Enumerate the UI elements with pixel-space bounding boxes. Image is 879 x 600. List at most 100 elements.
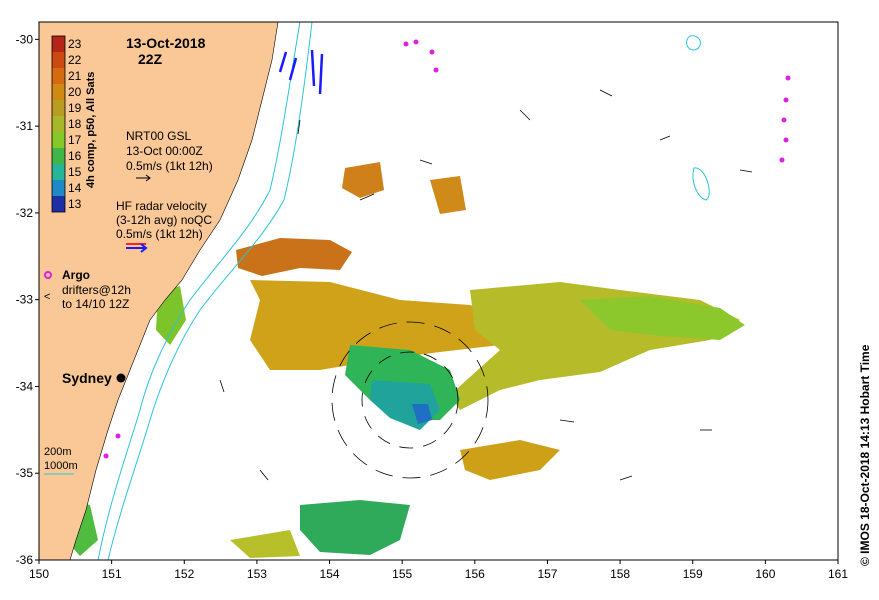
isobath-e-loop: [692, 167, 710, 201]
drifter-point: [413, 39, 419, 45]
colorbar-tick-label: 18: [68, 117, 82, 131]
sst-patch-mid-yellow: [250, 280, 520, 370]
argo-legend-marker: [44, 271, 52, 279]
colorbar-swatch: [52, 148, 65, 164]
land-australia: [38, 21, 279, 561]
drifter-point: [783, 137, 789, 143]
isobath-200m: [97, 21, 301, 561]
current-arrow-6: [739, 169, 753, 173]
colorbar: 23 22 21 20 19 18 17 16 15 14 13: [51, 35, 82, 213]
x-tick-label: 153: [247, 567, 267, 581]
credit-text: © IMOS 18-Oct-2018 14:13 Hobart Time: [858, 344, 872, 566]
hf-scale-arrow-blue: [126, 243, 148, 253]
colorbar-tick-label: 22: [68, 53, 82, 67]
drifter-point: [785, 75, 791, 81]
sst-patch-southeast: [460, 440, 560, 480]
plot-frame: [38, 21, 839, 561]
colorbar-tick-label: 19: [68, 101, 82, 115]
current-arrow-11: [219, 379, 225, 393]
hf-arrow-4: [318, 53, 324, 95]
drifter-point: [429, 49, 435, 55]
x-tick-label: 152: [174, 567, 194, 581]
hf-legend-line1: HF radar velocity: [116, 199, 207, 213]
current-arrow-12: [297, 119, 301, 135]
y-tick-label: -30: [16, 32, 34, 46]
x-tick-label: 159: [683, 567, 703, 581]
bathy-legend-1000m: 1000m: [44, 460, 78, 472]
x-tick-label: 161: [828, 567, 848, 581]
x-tick-label: 157: [537, 567, 557, 581]
sst-patch-mid-orange: [236, 238, 352, 276]
argo-legend-label: Argo: [62, 268, 90, 282]
colorbar-swatch: [52, 52, 65, 68]
drifter-point: [403, 41, 409, 47]
drifter-point: [781, 117, 787, 123]
drifter-point: [433, 67, 439, 73]
gsl-legend-line1: NRT00 GSL: [126, 129, 191, 143]
x-tick-label: 160: [755, 567, 775, 581]
eddy-ring-inner: [361, 351, 459, 449]
sydney-label: Sydney: [62, 370, 112, 386]
y-tick-label: -34: [16, 379, 34, 393]
colorbar-swatch: [52, 196, 65, 212]
x-tick-label: 155: [392, 567, 412, 581]
colorbar-tick-label: 13: [68, 197, 82, 211]
x-tick-label: 154: [320, 567, 340, 581]
isobath-ne-loop: [686, 35, 701, 51]
current-arrow-10: [259, 469, 269, 481]
hf-arrow-1: [278, 51, 288, 73]
eddy-ring-outer: [331, 321, 489, 479]
colorbar-tick-label: 17: [68, 133, 82, 147]
colorbar-swatch: [52, 116, 65, 132]
gsl-legend-line2: 13-Oct 00:00Z: [126, 144, 203, 158]
isobaths: [97, 21, 710, 561]
colorbar-swatch: [52, 36, 65, 52]
colorbar-swatch: [52, 180, 65, 196]
colorbar-tick-label: 14: [68, 181, 82, 195]
current-arrow-7: [559, 419, 575, 423]
gsl-legend-line3: 0.5m/s (1kt 12h): [126, 159, 213, 173]
colorbar-tick-label: 21: [68, 69, 82, 83]
drifter-point: [783, 97, 789, 103]
x-tick-label: 158: [610, 567, 630, 581]
drifter-legend-line2: to 14/10 12Z: [62, 297, 129, 311]
x-tick-label: 150: [29, 567, 49, 581]
colorbar-swatch: [52, 84, 65, 100]
bathy-legend-200m: 200m: [44, 446, 72, 458]
current-arrow-3: [519, 109, 531, 121]
y-tick-label: -31: [16, 119, 34, 133]
hf-legend-line2: (3-12h avg) noQC: [116, 213, 212, 227]
drifter-legend-marker: <: [44, 291, 50, 303]
current-arrow-2: [419, 159, 433, 165]
drifter-legend-line1: drifters@12h: [62, 283, 131, 297]
y-tick-label: -36: [16, 553, 34, 567]
hf-legend-line3: 0.5m/s (1kt 12h): [116, 227, 203, 241]
y-axis: -30 -31 -32 -33 -34 -35 -36: [16, 32, 39, 567]
sst-patch-green-east: [580, 296, 745, 340]
colorbar-title: 4h comp, p50, All Sats: [85, 72, 97, 188]
drifter-point: [103, 453, 109, 459]
current-arrow-5: [659, 135, 671, 141]
x-axis: 150 151 152 153 154 155 156 157 158 159 160 161: [29, 560, 848, 581]
current-arrow-1: [359, 193, 375, 201]
hf-arrow-2: [288, 57, 298, 81]
y-tick-label: -33: [16, 293, 34, 307]
colorbar-swatch: [52, 68, 65, 84]
sydney-marker: [116, 373, 126, 383]
argo-drifter-tracks: [103, 39, 791, 459]
current-vectors: [219, 89, 753, 481]
colorbar-swatch: [52, 100, 65, 116]
x-tick-label: 151: [102, 567, 122, 581]
colorbar-tick-label: 16: [68, 149, 82, 163]
sst-patch-ne-small: [430, 176, 466, 214]
drifter-point: [779, 157, 785, 163]
colorbar-swatch: [52, 132, 65, 148]
gsl-scale-arrow: [136, 174, 151, 182]
colorbar-tick-label: 15: [68, 165, 82, 179]
y-tick-label: -35: [16, 466, 34, 480]
colorbar-tick-label: 20: [68, 85, 82, 99]
map-date: 13-Oct-2018: [126, 35, 206, 51]
isobath-1000m: [107, 21, 313, 561]
sst-patch-south-yellow: [230, 530, 300, 558]
